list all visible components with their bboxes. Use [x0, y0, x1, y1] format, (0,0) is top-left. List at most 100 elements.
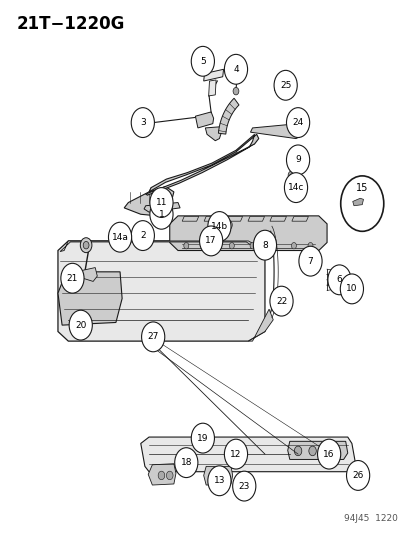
Circle shape — [350, 292, 354, 296]
Circle shape — [200, 432, 204, 437]
Circle shape — [306, 259, 310, 264]
Text: 14a: 14a — [112, 233, 128, 241]
Circle shape — [208, 243, 213, 249]
Polygon shape — [140, 437, 355, 472]
Polygon shape — [247, 216, 264, 221]
Text: 25: 25 — [279, 81, 291, 90]
Text: 3: 3 — [140, 118, 145, 127]
Circle shape — [191, 423, 214, 453]
Circle shape — [249, 243, 254, 249]
Circle shape — [291, 243, 296, 249]
Circle shape — [158, 471, 164, 480]
Circle shape — [286, 145, 309, 175]
Polygon shape — [269, 216, 286, 221]
Polygon shape — [182, 216, 198, 221]
Polygon shape — [195, 112, 213, 128]
Polygon shape — [291, 216, 308, 221]
Polygon shape — [124, 187, 173, 216]
Text: 10: 10 — [345, 285, 357, 293]
Text: 14c: 14c — [287, 183, 304, 192]
Text: 94J45  1220: 94J45 1220 — [343, 514, 396, 523]
Circle shape — [207, 466, 230, 496]
Circle shape — [327, 265, 350, 295]
Circle shape — [303, 255, 313, 268]
Text: 18: 18 — [180, 458, 192, 467]
Circle shape — [61, 263, 84, 293]
Circle shape — [178, 458, 187, 469]
Circle shape — [220, 472, 226, 481]
Circle shape — [258, 239, 266, 249]
Circle shape — [287, 171, 294, 180]
Circle shape — [199, 226, 222, 256]
Circle shape — [308, 446, 316, 456]
Polygon shape — [58, 272, 122, 325]
Text: 13: 13 — [213, 477, 225, 485]
Circle shape — [211, 472, 218, 481]
Polygon shape — [60, 241, 264, 252]
Polygon shape — [58, 241, 264, 341]
Circle shape — [348, 289, 356, 300]
Circle shape — [145, 328, 156, 342]
Circle shape — [183, 243, 188, 249]
Polygon shape — [79, 268, 97, 281]
Circle shape — [270, 243, 275, 249]
Circle shape — [224, 439, 247, 469]
Circle shape — [294, 446, 301, 456]
Text: 19: 19 — [197, 434, 208, 442]
Polygon shape — [231, 68, 242, 81]
Circle shape — [80, 238, 92, 253]
Text: 17: 17 — [205, 237, 216, 245]
Text: 22: 22 — [275, 297, 287, 305]
Circle shape — [307, 243, 312, 249]
Polygon shape — [169, 216, 326, 251]
Circle shape — [253, 230, 276, 260]
Text: 2: 2 — [140, 231, 145, 240]
Text: 27: 27 — [147, 333, 159, 341]
Text: 11: 11 — [155, 198, 167, 207]
Polygon shape — [148, 464, 176, 485]
Circle shape — [229, 243, 234, 249]
Circle shape — [167, 197, 170, 201]
Polygon shape — [203, 69, 223, 81]
Circle shape — [206, 231, 214, 242]
Circle shape — [197, 428, 207, 441]
Text: 16: 16 — [323, 450, 334, 458]
Circle shape — [269, 286, 292, 316]
Polygon shape — [225, 216, 242, 221]
Polygon shape — [145, 134, 258, 195]
Text: 4: 4 — [233, 65, 238, 74]
Text: 5: 5 — [199, 57, 205, 66]
Circle shape — [339, 274, 363, 304]
Circle shape — [131, 221, 154, 251]
Text: 26: 26 — [351, 471, 363, 480]
Circle shape — [233, 87, 238, 95]
Text: 9: 9 — [294, 156, 300, 164]
Circle shape — [317, 439, 340, 469]
Polygon shape — [218, 98, 238, 134]
Circle shape — [150, 199, 173, 229]
Circle shape — [69, 310, 92, 340]
Text: 21T−1220G: 21T−1220G — [17, 15, 125, 33]
Text: 6: 6 — [336, 276, 342, 284]
Text: 23: 23 — [238, 482, 249, 490]
Text: 12: 12 — [230, 450, 241, 458]
Circle shape — [340, 176, 383, 231]
Circle shape — [191, 46, 214, 76]
Circle shape — [224, 54, 247, 84]
Circle shape — [208, 235, 211, 239]
Polygon shape — [205, 127, 221, 141]
Text: 24: 24 — [292, 118, 303, 127]
Polygon shape — [204, 216, 220, 221]
Polygon shape — [208, 80, 216, 96]
Circle shape — [174, 448, 197, 478]
Circle shape — [286, 108, 309, 138]
Polygon shape — [287, 441, 347, 459]
Polygon shape — [274, 81, 289, 94]
Circle shape — [298, 246, 321, 276]
Text: 1: 1 — [158, 210, 164, 219]
Circle shape — [166, 471, 173, 480]
Circle shape — [207, 212, 230, 241]
Circle shape — [165, 195, 172, 204]
Circle shape — [131, 108, 154, 138]
Circle shape — [232, 471, 255, 501]
